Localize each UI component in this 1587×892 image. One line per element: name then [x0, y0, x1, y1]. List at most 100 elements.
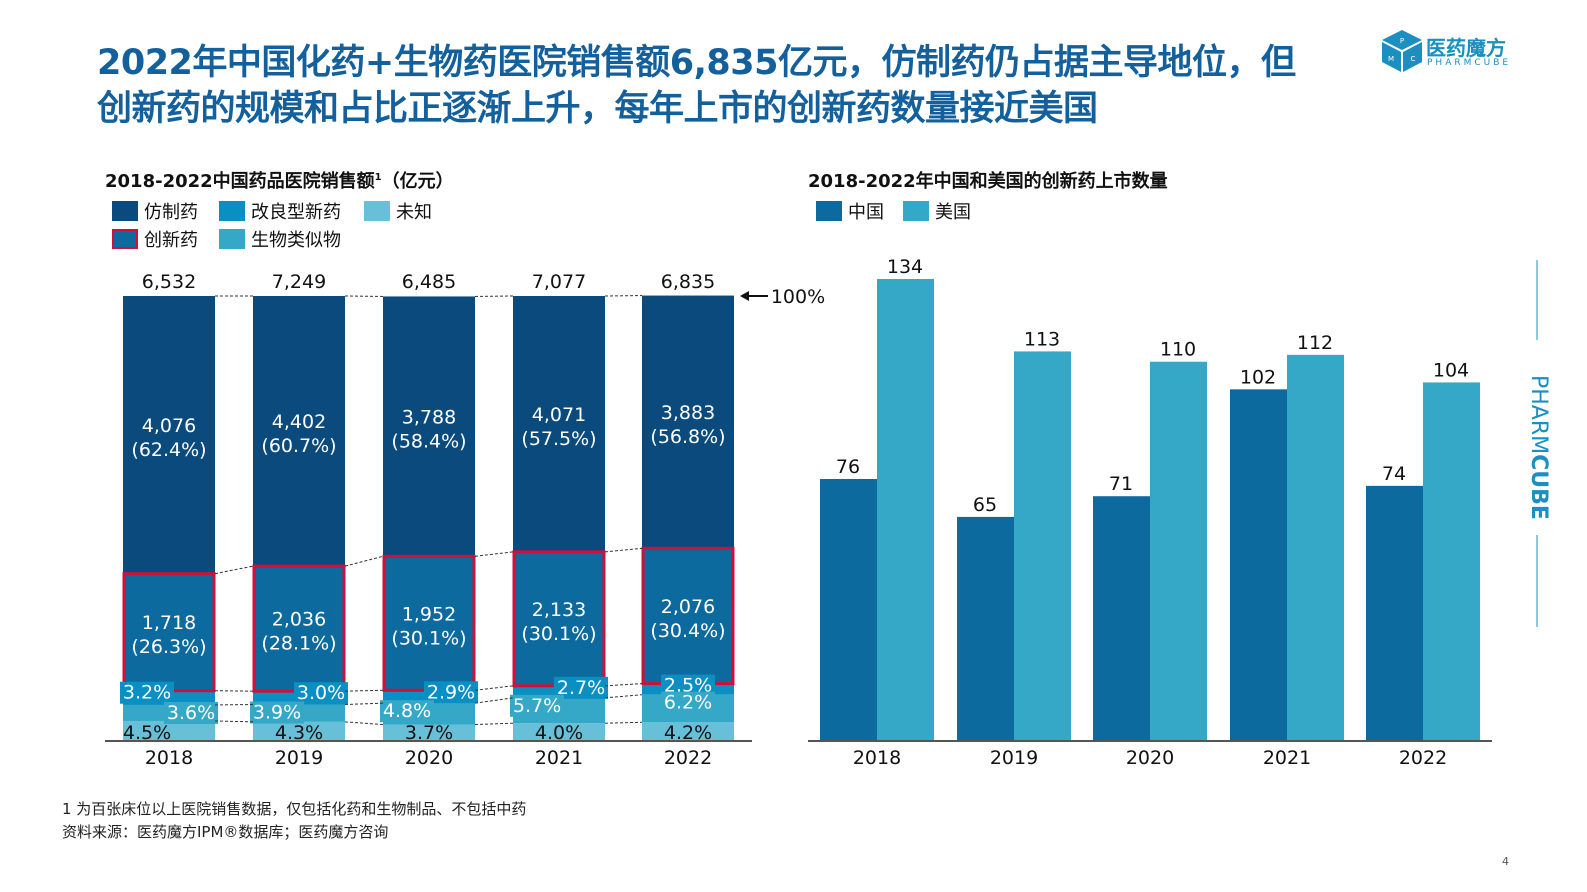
- title-line-2: 创新药的规模和占比正逐渐上升，每年上市的创新药数量接近美国: [97, 89, 1098, 129]
- dashed-connector: [604, 683, 643, 687]
- percent-label-bg: [164, 701, 218, 724]
- total-label: 6,835: [661, 271, 715, 293]
- percent-label-bg: [380, 700, 434, 723]
- x-tick-label: 2021: [1263, 747, 1311, 769]
- cube-icon: P M C: [1382, 30, 1422, 72]
- dashed-connector: [214, 565, 254, 575]
- legend-biosimilar: 生物类似物: [219, 226, 341, 252]
- legend-swatch: [903, 201, 929, 221]
- percent-label-improved: 2.9%: [427, 681, 475, 703]
- reference-label: 100%: [771, 286, 825, 308]
- generic-percent: (57.5%): [521, 428, 596, 450]
- percent-label-biosimilar: 3.6%: [167, 702, 215, 724]
- logo-text-en: PHARMCUBE: [1427, 58, 1512, 68]
- percent-label-improved: 3.2%: [123, 682, 171, 704]
- legend-china: 中国: [816, 198, 884, 224]
- bar-usa: [1423, 382, 1480, 741]
- bar-value-label: 102: [1240, 366, 1276, 388]
- bar-segment-generic: [123, 296, 215, 574]
- legend-usa: 美国: [903, 198, 971, 224]
- dashed-connector: [344, 702, 384, 706]
- legend-swatch: [816, 201, 842, 221]
- bar-usa: [1150, 361, 1207, 741]
- generic-value: 4,076: [142, 415, 196, 437]
- percent-label-bg: [661, 674, 715, 697]
- dashed-connector: [474, 697, 514, 704]
- bar-segment-innovative: [123, 573, 215, 691]
- bar-china: [820, 478, 877, 741]
- legend-swatch: [112, 229, 138, 249]
- x-tick-label: 2022: [1399, 747, 1447, 769]
- x-tick-label: 2021: [535, 747, 583, 769]
- svg-text:C: C: [1411, 55, 1416, 63]
- innovative-value: 2,036: [272, 609, 326, 631]
- percent-label-unknown: 3.7%: [405, 722, 453, 744]
- percent-label-unknown: 4.3%: [275, 722, 323, 744]
- bar-value-label: 134: [887, 256, 923, 278]
- bar-value-label: 71: [1109, 473, 1133, 495]
- legend-innovative: 创新药: [112, 226, 198, 252]
- innovative-percent: (30.1%): [391, 627, 466, 649]
- dashed-connector: [474, 551, 514, 557]
- innovative-percent: (30.1%): [521, 623, 596, 645]
- innovative-percent: (28.1%): [261, 633, 336, 655]
- side-divider: [1536, 260, 1538, 340]
- bar-usa: [1287, 354, 1344, 741]
- x-tick-label: 2020: [1126, 747, 1174, 769]
- total-label: 7,077: [532, 271, 586, 293]
- innovative-value: 2,076: [661, 596, 715, 618]
- dashed-connector: [474, 722, 514, 726]
- percent-label-bg: [294, 682, 348, 705]
- percent-label-unknown: 4.0%: [535, 722, 583, 744]
- x-tick-label: 2019: [275, 747, 323, 769]
- x-tick-label: 2018: [853, 747, 901, 769]
- bar-segment-unknown: [123, 720, 215, 741]
- bar-segment-unknown: [642, 722, 734, 741]
- legend-swatch: [219, 201, 245, 221]
- bar-segment-innovative: [383, 556, 475, 691]
- dashed-connector: [214, 720, 254, 723]
- legend-swatch: [112, 201, 138, 221]
- bar-value-label: 112: [1297, 332, 1333, 354]
- innovative-percent: (26.3%): [131, 636, 206, 658]
- svg-text:P: P: [1400, 37, 1404, 45]
- percent-label-biosimilar: 4.8%: [383, 700, 431, 722]
- bar-usa: [1014, 351, 1071, 741]
- percent-label-unknown: 4.2%: [664, 722, 712, 744]
- generic-value: 4,071: [532, 404, 586, 426]
- x-tick-label: 2019: [990, 747, 1038, 769]
- generic-value: 3,883: [661, 402, 715, 424]
- footnote: 1 为百张床位以上医院销售数据，仅包括化药和生物制品、不包括中药: [62, 800, 527, 818]
- percent-label-bg: [424, 681, 478, 704]
- legend-swatch: [219, 229, 245, 249]
- generic-percent: (60.7%): [261, 435, 336, 457]
- total-label: 6,485: [402, 271, 456, 293]
- x-tick-label: 2022: [664, 747, 712, 769]
- percent-label-biosimilar: 6.2%: [664, 692, 712, 714]
- side-divider: [1536, 535, 1538, 627]
- bar-value-label: 113: [1024, 328, 1060, 350]
- bar-china: [957, 516, 1014, 741]
- legend-improved: 改良型新药: [219, 198, 341, 224]
- percent-label-bg: [510, 694, 564, 717]
- bar-segment-generic: [642, 295, 734, 549]
- percent-label-bg: [250, 701, 304, 724]
- total-label: 7,249: [272, 271, 326, 293]
- x-tick-label: 2020: [405, 747, 453, 769]
- legend-swatch: [364, 201, 390, 221]
- page-number: 4: [1502, 855, 1509, 868]
- percent-label-biosimilar: 3.9%: [253, 702, 301, 724]
- bar-segment-unknown: [253, 721, 345, 741]
- dashed-connector: [474, 685, 514, 691]
- percent-label-improved: 3.0%: [297, 682, 345, 704]
- bar-segment-unknown: [383, 724, 475, 741]
- innovative-value: 1,952: [402, 603, 456, 625]
- generic-percent: (56.8%): [650, 426, 725, 448]
- percent-label-improved: 2.5%: [664, 675, 712, 697]
- generic-percent: (62.4%): [131, 439, 206, 461]
- percent-label-improved: 2.7%: [557, 677, 605, 699]
- dashed-connector: [604, 721, 643, 724]
- percent-label-bg: [120, 681, 174, 704]
- generic-value: 4,402: [272, 411, 326, 433]
